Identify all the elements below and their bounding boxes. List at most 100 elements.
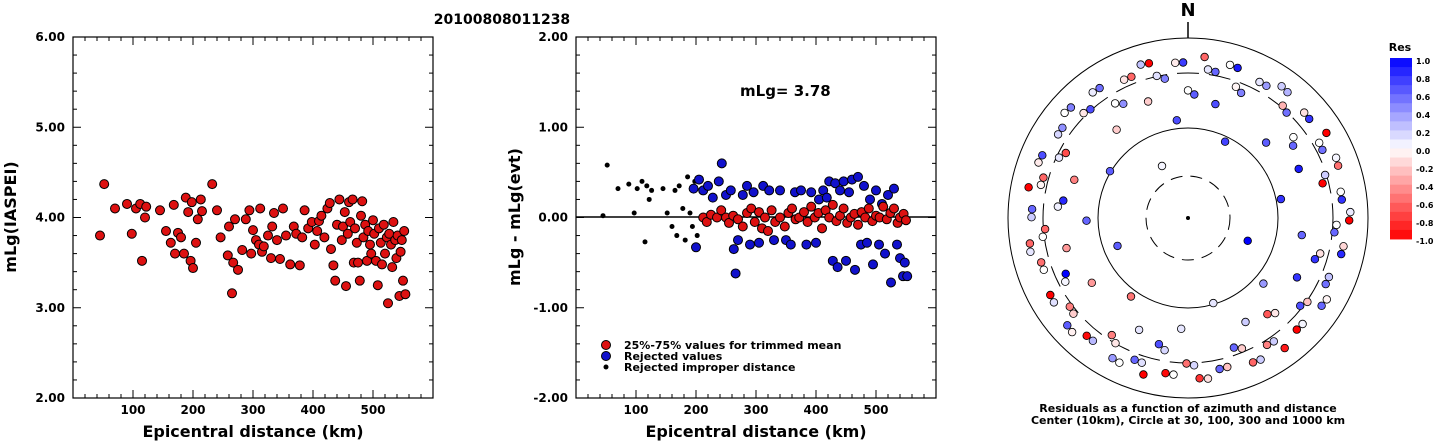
colorbar-cell: [1390, 211, 1412, 222]
colorbar-cell: [1390, 94, 1412, 104]
improper-distance-point: [615, 186, 621, 192]
trimmed-point: [806, 201, 817, 212]
rejected-point: [769, 235, 779, 246]
residual-point: [1203, 65, 1213, 74]
data-point: [338, 221, 348, 232]
data-point: [170, 248, 180, 259]
data-point: [237, 244, 248, 255]
improper-distance-point: [682, 237, 688, 243]
rejected-point: [754, 237, 764, 248]
residual-point: [1172, 116, 1181, 125]
rejected-point: [775, 185, 785, 196]
residual-point: [1190, 90, 1199, 99]
data-point: [228, 257, 239, 268]
residual-point: [1324, 272, 1334, 282]
left-xticks: 100 200 300 400 500: [84, 37, 422, 417]
residual-point: [1339, 242, 1348, 251]
data-point: [353, 257, 363, 268]
data-point: [212, 205, 222, 216]
data-point: [354, 275, 365, 286]
residual-point: [1211, 99, 1220, 109]
data-point: [195, 194, 206, 205]
residual-point: [1060, 108, 1069, 118]
data-point: [224, 221, 234, 232]
data-point: [316, 210, 327, 221]
residual-point: [1321, 279, 1330, 289]
colorbar-cell: [1390, 202, 1412, 213]
residual-point: [1137, 358, 1146, 367]
rejected-point: [716, 158, 727, 169]
rejected-point: [880, 248, 890, 259]
residual-point: [1331, 153, 1341, 162]
improper-distance-point: [672, 187, 678, 193]
data-point: [398, 275, 408, 286]
rejected-point: [703, 180, 713, 191]
middle-yticks: 2.00 1.00 0.00 -1.00 -2.00: [533, 30, 936, 405]
rejected-point: [713, 176, 724, 187]
residual-point: [1336, 187, 1345, 196]
north-label: N: [1180, 0, 1195, 21]
colorbar-tick-label: 0.0: [1416, 147, 1431, 156]
polar-points: [1024, 52, 1355, 383]
colorbar-tick-label: -1.0: [1416, 237, 1434, 246]
residual-point: [1243, 236, 1252, 245]
data-point: [377, 259, 387, 270]
residual-point: [1036, 180, 1046, 190]
residual-point: [1134, 325, 1144, 335]
rejected-point: [785, 239, 796, 250]
residual-point: [1346, 207, 1355, 217]
data-point: [141, 201, 152, 212]
middle-ylabel: mLg - mLg(evt): [505, 148, 524, 286]
residual-point: [1189, 361, 1199, 370]
residual-point: [1038, 232, 1047, 241]
rejected-point: [737, 189, 748, 200]
colorbar-cell: [1390, 193, 1412, 204]
data-point: [368, 215, 378, 226]
residual-point: [1126, 292, 1136, 301]
trimmed-point: [827, 199, 838, 210]
ytick-label: -2.00: [533, 391, 568, 405]
residual-point: [1241, 317, 1250, 327]
data-point: [191, 237, 201, 248]
rejected-point: [844, 187, 854, 198]
legend-improper-marker: [603, 364, 609, 370]
data-point: [299, 205, 310, 216]
data-point: [312, 226, 323, 237]
residual-point: [1059, 196, 1068, 205]
data-point: [347, 194, 358, 205]
rejected-point: [748, 187, 759, 198]
colorbar-cell: [1390, 139, 1412, 149]
residual-point: [1130, 355, 1139, 364]
residual-point: [1270, 308, 1280, 318]
colorbar-tick-label: 0.4: [1416, 111, 1431, 120]
data-point: [230, 214, 240, 225]
data-point: [186, 197, 197, 208]
residual-point: [1067, 327, 1077, 337]
residual-point: [1143, 97, 1153, 106]
residual-point: [1061, 277, 1070, 286]
rejected-point: [806, 187, 817, 198]
xtick-label: 100: [623, 403, 648, 417]
xtick-label: 500: [863, 403, 888, 417]
improper-distance-point: [631, 210, 637, 216]
residual-point: [1046, 290, 1055, 300]
rejected-point: [728, 244, 739, 255]
data-point: [207, 179, 218, 190]
rejected-point: [883, 189, 893, 200]
rejected-point: [841, 255, 851, 266]
trimmed-point: [838, 203, 849, 214]
polar-caption-line1: Residuals as a function of azimuth and d…: [1039, 402, 1336, 415]
residual-point: [1111, 339, 1120, 348]
center-point: [1186, 216, 1190, 220]
left-yticks: 6.00 5.00 4.00 3.00 2.00: [35, 30, 433, 405]
ytick-label: 2.00: [538, 30, 568, 44]
rejected-point: [832, 262, 843, 273]
residual-point: [1237, 344, 1247, 353]
residual-point: [1255, 77, 1264, 87]
residual-point: [1115, 358, 1124, 367]
residual-point: [1107, 330, 1116, 340]
trimmed-point: [787, 203, 797, 214]
residual-point: [1294, 164, 1303, 174]
residual-point: [1256, 355, 1265, 364]
colorbar-title: Res: [1389, 41, 1412, 54]
